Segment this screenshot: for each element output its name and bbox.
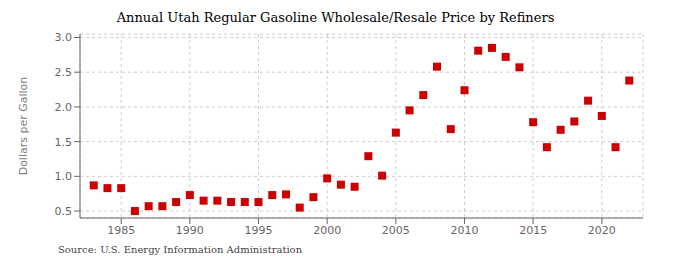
html-text:Source: U.S. Energy Informatio: Source: U.S. Energy Information Administ… <box>58 244 303 255</box>
svg-text:2020: 2020 <box>588 224 616 237</box>
svg-text:Dollars per Gallon: Dollars per Gallon <box>17 77 30 176</box>
svg-text:1.5: 1.5 <box>55 136 73 149</box>
svg-text:1985: 1985 <box>107 224 135 237</box>
svg-text:2015: 2015 <box>519 224 547 237</box>
svg-text:0.5: 0.5 <box>55 205 73 218</box>
svg-text:1995: 1995 <box>245 224 273 237</box>
svg-text:2.5: 2.5 <box>55 66 73 79</box>
svg-text:2010: 2010 <box>450 224 478 237</box>
svg-text:1990: 1990 <box>176 224 204 237</box>
svg-text:3.0: 3.0 <box>55 31 73 44</box>
html-text:Annual Utah Regular Gasoline W: Annual Utah Regular Gasoline Wholesale/R… <box>116 10 555 25</box>
svg-text:2.0: 2.0 <box>55 101 73 114</box>
svg-text:2005: 2005 <box>382 224 410 237</box>
svg-text:1.0: 1.0 <box>55 170 73 183</box>
svg-text:2000: 2000 <box>313 224 341 237</box>
